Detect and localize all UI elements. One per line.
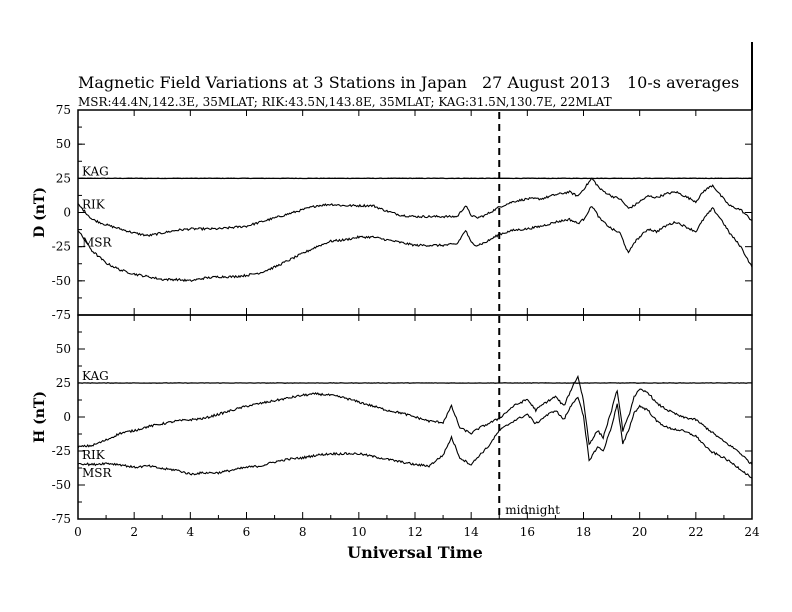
x-tick-label: 6 <box>243 525 251 539</box>
y-tick-label: 25 <box>56 376 71 390</box>
x-tick-label: 14 <box>464 525 480 539</box>
series-label-kag: KAG <box>82 164 109 178</box>
x-tick-label: 4 <box>187 525 195 539</box>
y-tick-label: 50 <box>56 342 71 356</box>
series-label-rik: RIK <box>82 197 106 211</box>
panels-group: -75 -50 -25 0 25 50 75 D (nT) KAG RIK MSR -75 -50 -25… <box>32 103 753 526</box>
y-tick-label: 75 <box>56 103 71 117</box>
series-label-msr: MSR <box>82 235 113 249</box>
y-tick-label: 50 <box>56 137 71 151</box>
x-tick-label: 10 <box>351 525 366 539</box>
y-tick-label: -25 <box>52 240 71 254</box>
y-tick-label: -50 <box>52 274 71 288</box>
y-axis-label: D (nT) <box>32 187 48 238</box>
panel-d: -75 -50 -25 0 25 50 75 D (nT) KAG RIK MSR <box>32 103 753 322</box>
chart-averaging: 10-s averages <box>627 73 739 92</box>
series-msr <box>77 396 753 479</box>
x-tick-label: 22 <box>688 525 703 539</box>
y-tick-label: -50 <box>52 478 71 492</box>
y-tick-label: -75 <box>52 512 71 526</box>
x-axis-label: Universal Time <box>347 543 483 562</box>
panel-h: -75 -50 -25 0 25 50 H (nT) KAG RIK MSR <box>32 314 753 526</box>
x-tick-label: 18 <box>576 525 591 539</box>
chart-title: Magnetic Field Variations at 3 Stations … <box>78 73 467 92</box>
x-axis: 0 2 4 6 8 10 12 14 16 18 20 22 24 <box>74 308 760 539</box>
x-tick-label: 2 <box>130 525 138 539</box>
midnight-label: midnight <box>505 503 560 517</box>
stations-subtitle: MSR:44.4N,142.3E, 35MLAT; RIK:43.5N,143.… <box>78 95 612 109</box>
chart-date: 27 August 2013 <box>482 73 610 92</box>
x-tick-label: 16 <box>520 525 535 539</box>
y-tick-label: -75 <box>52 308 71 322</box>
y-tick-label: 0 <box>63 410 71 424</box>
series-label-rik: RIK <box>82 448 106 462</box>
x-tick-label: 24 <box>744 525 760 539</box>
y-tick-label: 0 <box>63 206 71 220</box>
x-tick-label: 8 <box>299 525 307 539</box>
series-rik <box>77 374 753 465</box>
y-tick-label: 25 <box>56 171 71 185</box>
x-tick-label: 20 <box>632 525 647 539</box>
series-rik <box>77 177 753 237</box>
panel-frame <box>77 109 753 316</box>
series-msr <box>77 206 753 283</box>
y-tick-label: -25 <box>52 444 71 458</box>
x-tick-label: 12 <box>407 525 422 539</box>
series-label-kag: KAG <box>82 369 109 383</box>
series-label-msr: MSR <box>82 466 113 480</box>
y-axis-label: H (nT) <box>32 391 48 443</box>
x-tick-label: 0 <box>74 525 82 539</box>
